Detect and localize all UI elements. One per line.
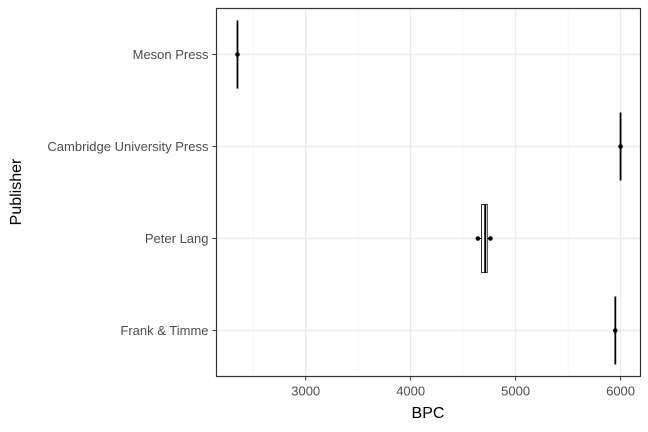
x-tick-label: 5000 <box>501 384 530 399</box>
y-axis-title: Publisher <box>8 158 25 225</box>
x-tick-label: 3000 <box>291 384 320 399</box>
data-point <box>235 52 240 57</box>
data-point <box>613 328 618 333</box>
data-point <box>618 144 623 149</box>
data-point <box>475 236 481 241</box>
x-tick-label: 6000 <box>606 384 635 399</box>
y-tick-label: Frank & Timme <box>120 323 208 338</box>
y-tick-label: Meson Press <box>133 47 209 62</box>
panel-border <box>215 7 642 378</box>
y-tick-label: Peter Lang <box>145 231 209 246</box>
marks-layer <box>235 20 623 365</box>
axis-layer: 3000 4000 5000 6000 Meson Press Cambridge Uni… <box>47 47 635 399</box>
data-point <box>488 236 493 241</box>
x-tick-label: 4000 <box>396 384 425 399</box>
y-tick-label: Cambridge University Press <box>47 139 209 154</box>
x-axis-title: BPC <box>412 405 445 422</box>
grid-layer <box>216 8 641 377</box>
